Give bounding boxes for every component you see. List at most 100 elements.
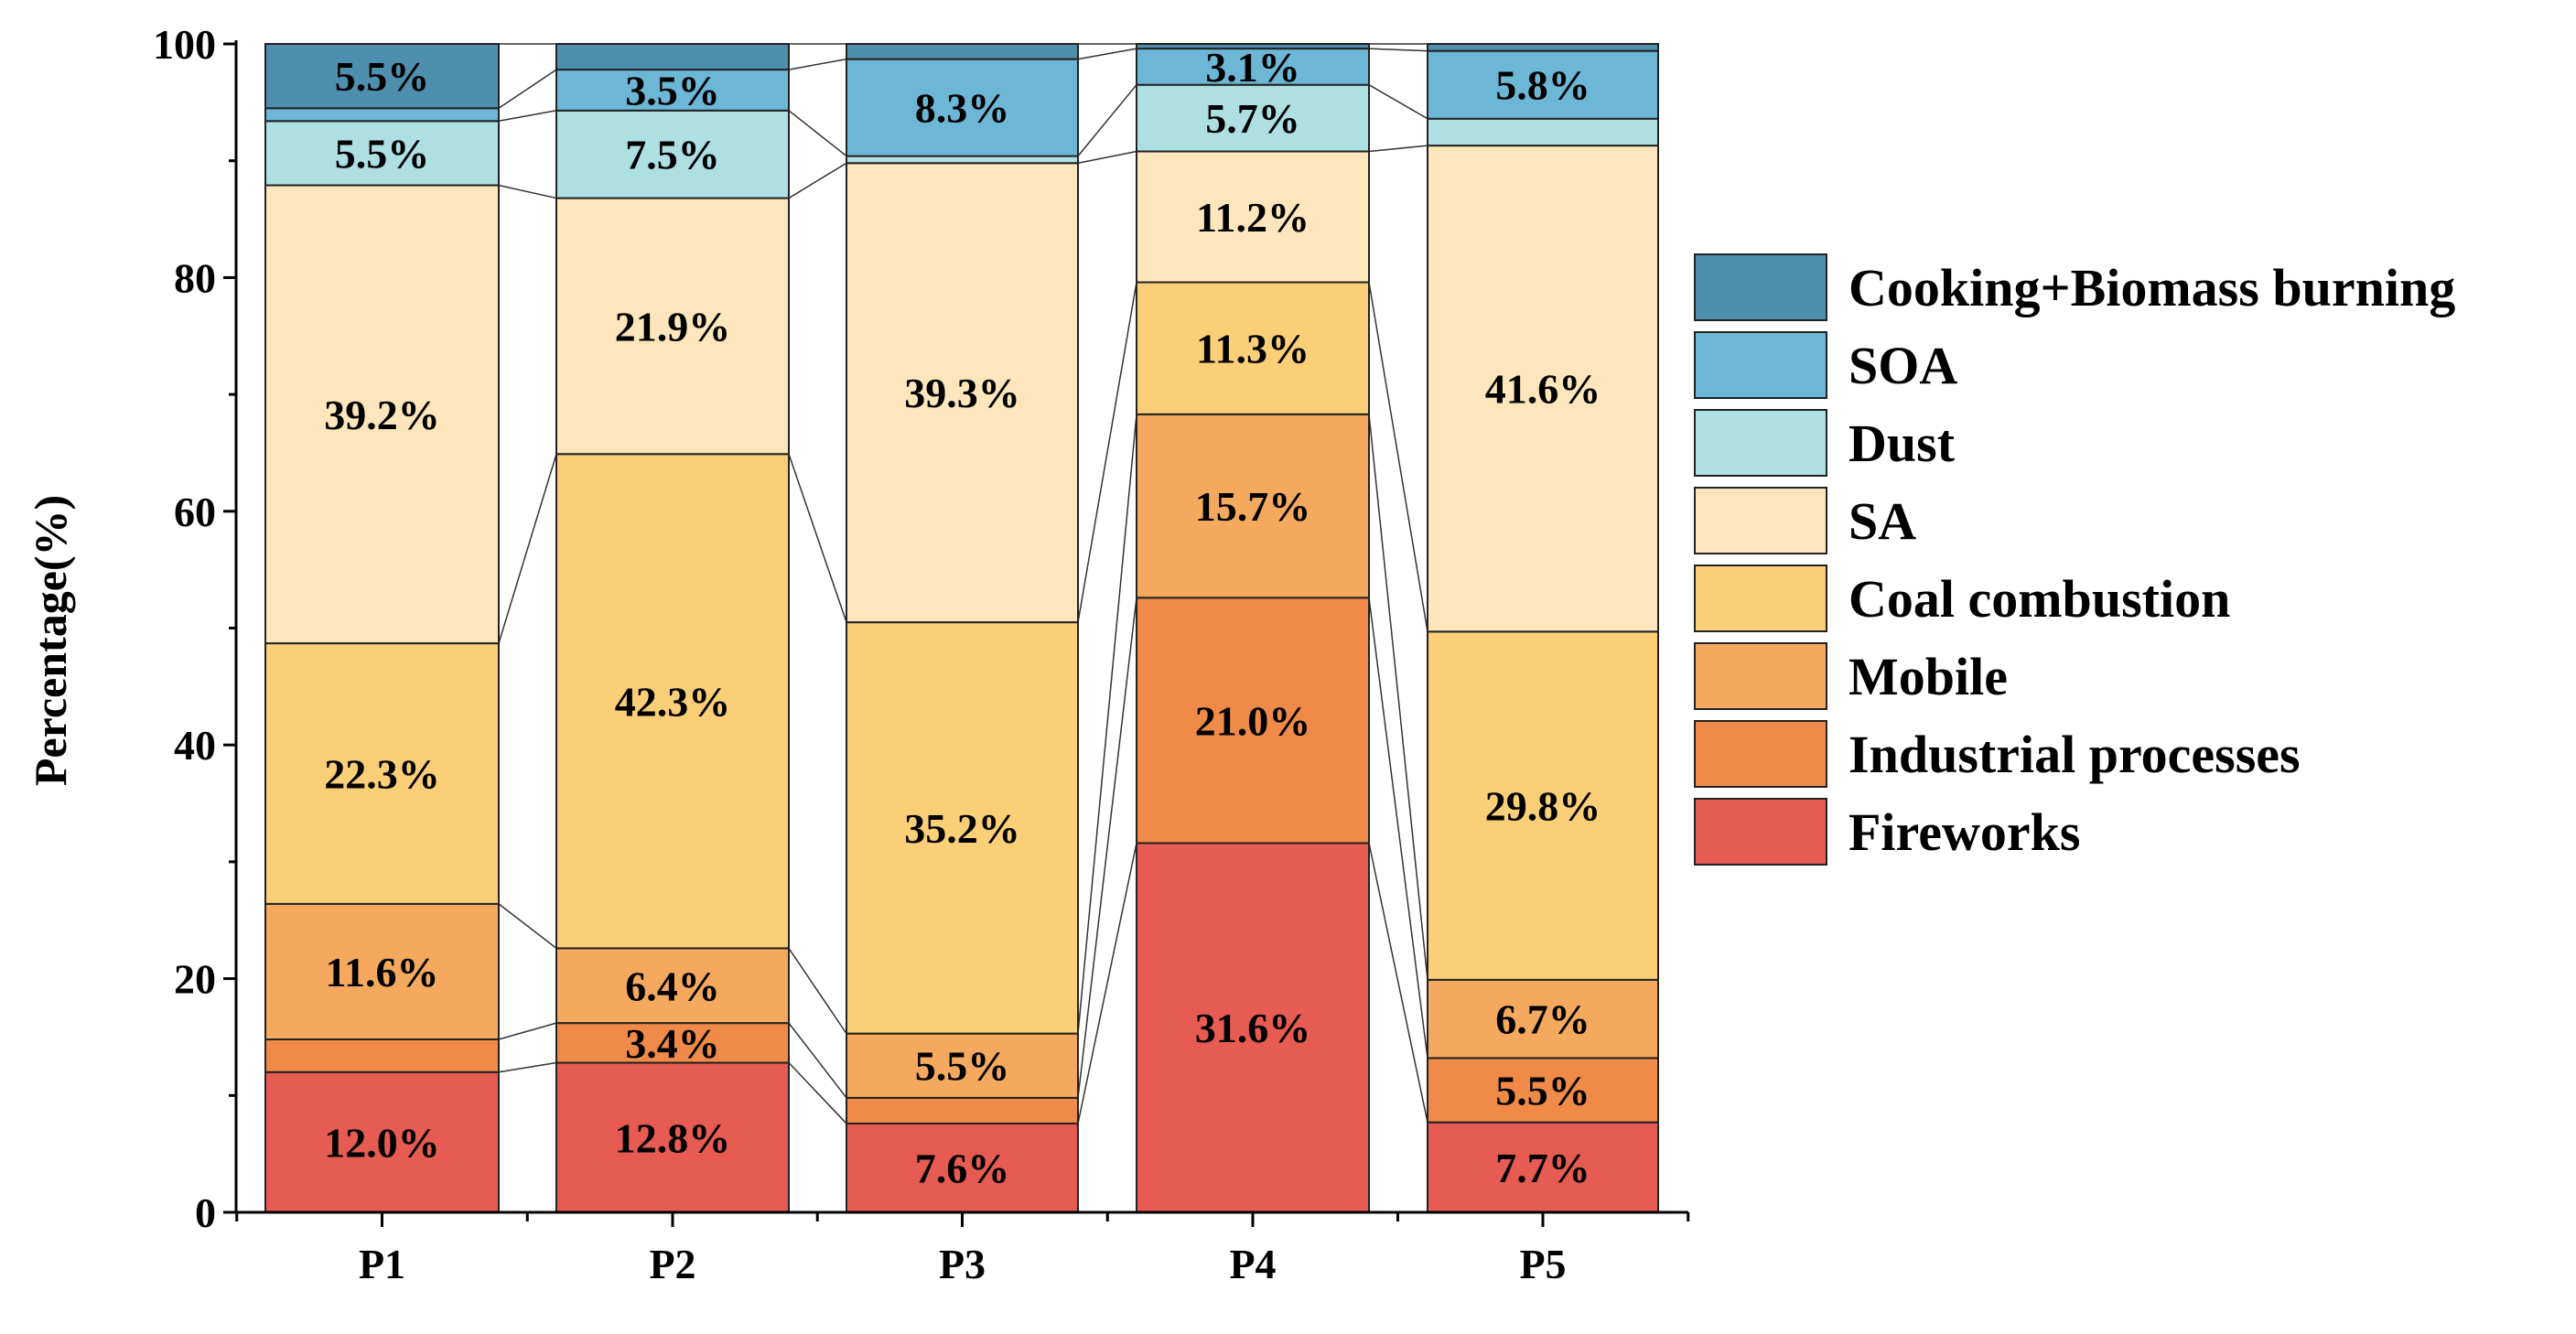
bar-fireworks-p5: [1427, 1121, 1659, 1214]
bar-coal-combustion-p4: [1136, 281, 1370, 415]
connector-line: [1077, 597, 1137, 1098]
x-tick-label-p5: P5: [1519, 1241, 1566, 1287]
data-label-mobile-p5: 6.7%: [1495, 996, 1590, 1043]
data-label-fireworks-p5: 7.7%: [1495, 1145, 1590, 1191]
data-label-coal-combustion-p3: 35.2%: [904, 805, 1020, 852]
data-label-soa-p3: 8.3%: [915, 85, 1010, 132]
connector-line: [788, 58, 847, 70]
bar-dust-p1: [264, 120, 500, 187]
data-label-industrial-processes-p5: 5.5%: [1495, 1068, 1590, 1114]
legend-label-mobile: Mobile: [1848, 647, 2008, 706]
bar-coal-combustion-p2: [555, 453, 790, 950]
y-tick-label-60: 60: [174, 489, 216, 535]
data-label-industrial-processes-p4: 21.0%: [1195, 697, 1311, 744]
connector-line: [498, 1022, 557, 1040]
legend-swatch-cooking-biomass-burning: [1694, 253, 1827, 321]
legend-label-cooking-biomass-burning: Cooking+Biomass burning: [1848, 258, 2455, 317]
bars-group: [264, 43, 1659, 1214]
bar-sa-p4: [1136, 150, 1370, 284]
data-label-cooking-biomass-burning-p1: 5.5%: [335, 53, 430, 100]
y-tick-label-0: 0: [195, 1189, 216, 1236]
legend-swatch-industrial-processes: [1694, 720, 1827, 788]
legend: Cooking+Biomass burning SOA Dust SA Coal com…: [1694, 253, 2455, 866]
bar-dust-p5: [1427, 117, 1659, 147]
bar-fireworks-p4: [1136, 842, 1370, 1214]
axes-group: 0 20 40 60 80 100 P1 P2 P3 P4 P5: [153, 21, 1690, 1287]
data-label-mobile-p4: 15.7%: [1195, 483, 1311, 530]
data-label-dust-p4: 5.7%: [1205, 95, 1300, 142]
y-tick-label-100: 100: [153, 21, 216, 68]
connector-line: [788, 453, 847, 623]
legend-label-industrial-processes: Industrial processes: [1848, 725, 2301, 784]
connector-line: [788, 162, 847, 199]
data-label-soa-p2: 3.5%: [625, 67, 720, 113]
y-tick-label-80: 80: [174, 254, 216, 301]
connector-line: [498, 1061, 557, 1073]
segment-labels-group: 12.0% 12.8% 7.6% 31.6% 7.7% 3.4% 21.0% 5.5% 11.6…: [324, 44, 1601, 1192]
connector-line: [1368, 145, 1428, 153]
connector-lines: [498, 43, 1428, 1124]
connector-line: [498, 110, 557, 123]
bar-cooking-biomass-burning-p4: [1136, 43, 1370, 50]
connector-line: [1368, 597, 1428, 1059]
bar-mobile-p5: [1427, 978, 1659, 1060]
bar-industrial-processes-p4: [1136, 597, 1370, 845]
bar-dust-p4: [1136, 83, 1370, 153]
bar-sa-p5: [1427, 145, 1659, 633]
y-tick-label-40: 40: [174, 722, 216, 769]
legend-swatch-mobile: [1694, 642, 1827, 710]
x-tick-label-p4: P4: [1229, 1241, 1276, 1287]
connector-line: [1077, 84, 1137, 157]
bar-mobile-p3: [846, 1032, 1079, 1099]
connector-line: [788, 1022, 847, 1099]
connector-line: [788, 947, 847, 1035]
bar-coal-combustion-p1: [264, 642, 500, 905]
data-label-mobile-p1: 11.6%: [326, 949, 439, 995]
legend-swatch-coal-combustion: [1694, 565, 1827, 632]
data-label-industrial-processes-p2: 3.4%: [625, 1020, 720, 1067]
bar-industrial-processes-p3: [846, 1096, 1079, 1124]
bar-coal-combustion-p5: [1427, 630, 1659, 981]
data-label-sa-p2: 21.9%: [615, 303, 731, 350]
data-label-fireworks-p1: 12.0%: [324, 1119, 440, 1166]
bar-coal-combustion-p3: [846, 621, 1079, 1035]
bar-dust-p2: [555, 109, 790, 199]
data-label-sa-p1: 39.2%: [324, 392, 440, 438]
data-label-sa-p3: 39.3%: [904, 370, 1020, 416]
connector-line: [1077, 843, 1137, 1124]
connector-line: [788, 1062, 847, 1124]
legend-swatch-dust: [1694, 409, 1827, 477]
connector-line: [1368, 414, 1428, 980]
y-tick-label-20: 20: [174, 956, 216, 1003]
connector-line: [1368, 84, 1428, 120]
bar-industrial-processes-p5: [1427, 1057, 1659, 1124]
connector-line: [498, 903, 557, 949]
data-label-coal-combustion-p4: 11.3%: [1196, 326, 1310, 372]
bar-cooking-biomass-burning-p3: [846, 43, 1079, 60]
legend-swatch-fireworks: [1694, 798, 1827, 866]
bar-soa-p3: [846, 58, 1079, 157]
bar-sa-p1: [264, 184, 500, 645]
bar-mobile-p1: [264, 902, 500, 1041]
x-tick-label-p1: P1: [359, 1241, 405, 1287]
connector-line: [1368, 48, 1428, 52]
bar-fireworks-p1: [264, 1070, 500, 1214]
y-axis-label: Percentage(%): [25, 495, 76, 786]
bar-soa-p4: [1136, 48, 1370, 86]
bar-mobile-p2: [555, 947, 790, 1025]
legend-swatch-soa: [1694, 331, 1827, 399]
connector-line: [1368, 282, 1428, 632]
data-label-coal-combustion-p5: 29.8%: [1485, 783, 1601, 830]
x-tick-label-p3: P3: [939, 1241, 986, 1287]
data-label-dust-p2: 7.5%: [625, 132, 720, 178]
data-label-coal-combustion-p1: 22.3%: [324, 750, 440, 797]
data-label-mobile-p2: 6.4%: [625, 963, 720, 1009]
bar-sa-p2: [555, 197, 790, 456]
connector-line: [498, 184, 557, 199]
connector-line: [1077, 150, 1137, 164]
data-label-fireworks-p3: 7.6%: [915, 1145, 1010, 1191]
legend-label-fireworks: Fireworks: [1848, 802, 2080, 862]
legend-label-soa: SOA: [1848, 336, 1957, 395]
bar-fireworks-p2: [555, 1061, 790, 1213]
